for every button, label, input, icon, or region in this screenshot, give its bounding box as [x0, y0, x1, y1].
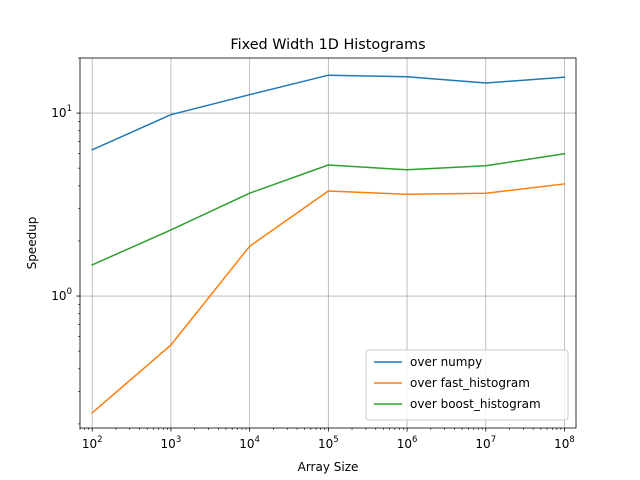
- legend-label: over fast_histogram: [410, 376, 530, 390]
- chart-title: Fixed Width 1D Histograms: [230, 37, 425, 53]
- legend-box: [365, 349, 569, 421]
- series-line-2: [91, 183, 566, 414]
- x-tick-label: 106: [397, 435, 418, 451]
- x-axis-label: Array Size: [298, 460, 359, 474]
- x-tick-label: 107: [475, 435, 496, 451]
- x-axis-ticks: 102 103 104 105 106 107 108: [82, 428, 575, 451]
- y-axis-ticks: 100 101: [51, 104, 80, 303]
- x-tick-label: 103: [161, 435, 182, 451]
- series-line-3: [91, 152, 566, 266]
- y-tick-label: 101: [51, 104, 72, 120]
- x-tick-label: 108: [554, 435, 575, 451]
- y-axis-label: Speedup: [25, 217, 39, 270]
- legend-label: over numpy: [410, 355, 482, 369]
- y-tick-label: 100: [51, 287, 72, 303]
- series-layer: [91, 74, 566, 414]
- x-tick-label: 102: [82, 435, 103, 451]
- x-tick-label: 104: [239, 435, 260, 451]
- x-tick-label: 105: [318, 435, 339, 451]
- series-line-1: [91, 74, 566, 151]
- legend-label: over boost_histogram: [410, 397, 541, 411]
